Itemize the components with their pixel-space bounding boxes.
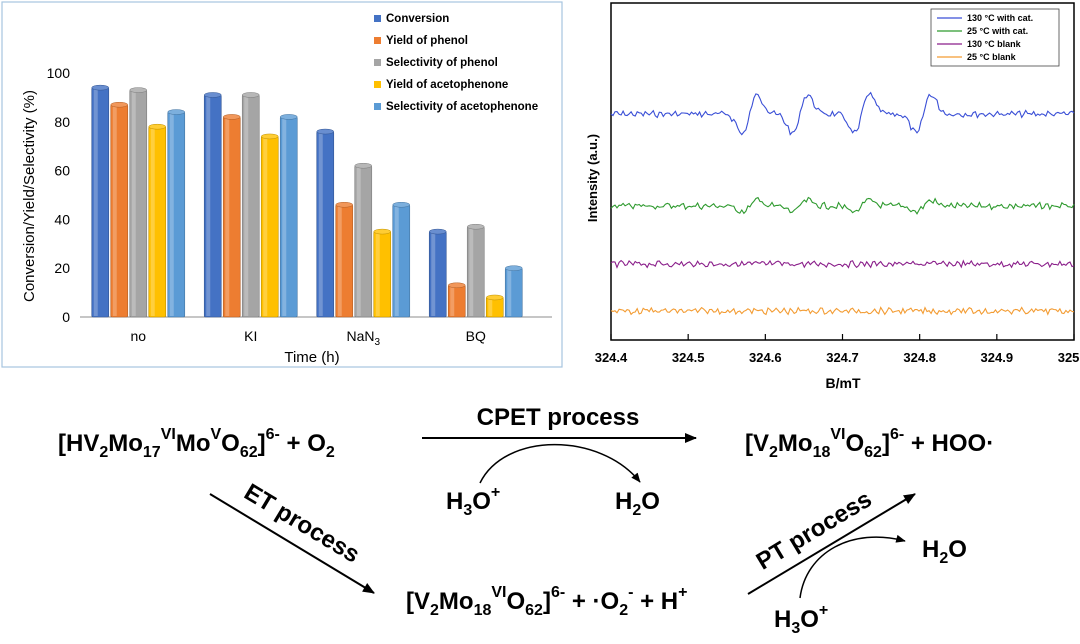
- epr-x-tick-label: 324.7: [826, 350, 859, 365]
- y-tick-label: 80: [54, 114, 70, 130]
- legend-label: Selectivity of phenol: [386, 57, 498, 69]
- y-tick-label: 0: [62, 309, 70, 325]
- legend-label: Conversion: [386, 13, 449, 25]
- legend-swatch: [374, 81, 381, 88]
- bar-highlight: [93, 88, 98, 316]
- bar-chart-x-axis-label: Time (h): [284, 349, 339, 366]
- pt-curved-arrow: [799, 534, 906, 599]
- bar-cap: [91, 84, 109, 91]
- bar-highlight: [431, 232, 436, 316]
- y-tick-label: 60: [54, 163, 70, 179]
- epr-y-axis-label: Intensity (a.u.): [585, 134, 600, 222]
- pt-arrow: [747, 493, 916, 595]
- cpet-h2o-product: H2O: [615, 488, 660, 519]
- bar-highlight: [150, 127, 155, 317]
- bar-chart-y-axis-label: Conversion/Yield/Selectivity (%): [21, 90, 38, 302]
- bar-highlight: [282, 117, 287, 316]
- bar-cap: [335, 202, 353, 208]
- bar-cap: [261, 133, 279, 140]
- epr-trace: [610, 306, 1075, 316]
- legend-swatch: [374, 59, 381, 66]
- product-formula: [V2Mo18VIO62]6- + HOO·: [745, 426, 994, 461]
- y-tick-label: 40: [54, 211, 70, 227]
- legend-label: Yield of acetophenone: [386, 79, 508, 91]
- bar-cap: [354, 162, 372, 169]
- legend-label: Yield of phenol: [386, 35, 468, 47]
- bar-cap: [316, 128, 334, 135]
- intermediate-formula: [V2Mo18VIO62]6- + ·O2- + H+: [406, 584, 687, 619]
- bar-highlight: [318, 132, 323, 316]
- epr-x-axis-label: B/mT: [826, 375, 861, 391]
- bar-highlight: [469, 227, 474, 316]
- epr-x-tick-label: 324.9: [981, 350, 1014, 365]
- pt-h3o-reagent: H3O+: [774, 602, 828, 637]
- epr-x-tick-label: 324.8: [903, 350, 936, 365]
- bar-highlight: [375, 232, 380, 316]
- bar-cap: [486, 294, 504, 301]
- pt-label: PT process: [752, 486, 877, 576]
- x-tick-label: KI: [244, 328, 257, 344]
- epr-x-tick-label: 325.0: [1058, 350, 1080, 365]
- bar-highlight: [112, 105, 117, 316]
- x-tick-label: BQ: [466, 328, 486, 344]
- epr-legend-label: 25 °C with cat.: [967, 26, 1028, 36]
- epr-trace: [610, 196, 1075, 215]
- reactant-formula: [HV2Mo17VIMoVO62]6- + O2: [58, 426, 335, 461]
- epr-legend-label: 130 °C with cat.: [967, 13, 1033, 23]
- bar-highlight: [356, 166, 361, 316]
- bar-cap: [280, 114, 298, 120]
- bar-highlight: [450, 286, 455, 316]
- bar-highlight: [206, 95, 211, 317]
- cpet-h3o-reagent: H3O+: [446, 484, 500, 519]
- bar-cap: [148, 123, 166, 130]
- cpet-label: CPET process: [477, 404, 640, 431]
- legend-label: Selectivity of acetophenone: [386, 101, 538, 113]
- y-tick-label: 20: [54, 260, 70, 276]
- bar-cap: [129, 87, 147, 93]
- bar-cap: [110, 101, 128, 108]
- bar-highlight: [263, 137, 268, 316]
- bar-cap: [242, 92, 260, 98]
- bar-cap: [167, 109, 185, 115]
- epr-trace: [610, 259, 1075, 269]
- x-tick-label: no: [130, 328, 146, 344]
- bar-highlight: [488, 298, 493, 316]
- bar-cap: [204, 92, 222, 98]
- bar-highlight: [169, 113, 174, 316]
- bar-highlight: [131, 91, 136, 316]
- legend-swatch: [374, 37, 381, 44]
- bar-highlight: [225, 117, 230, 316]
- bar-cap: [448, 282, 466, 289]
- bar-cap: [429, 228, 447, 235]
- epr-legend-label: 130 °C blank: [967, 39, 1022, 49]
- epr-x-tick-label: 324.5: [672, 350, 705, 365]
- legend-swatch: [374, 103, 381, 110]
- bar-cap: [223, 114, 241, 120]
- bar-highlight: [394, 205, 399, 316]
- x-tick-label: NaN3: [346, 328, 380, 348]
- bar-cap: [373, 228, 391, 235]
- bar-highlight: [507, 269, 512, 316]
- pt-h2o-product: H2O: [922, 536, 967, 567]
- bar-cap: [467, 223, 485, 230]
- epr-trace: [610, 91, 1075, 136]
- cpet-curved-arrow: [479, 444, 641, 484]
- legend-swatch: [374, 15, 381, 22]
- bar-cap: [392, 202, 410, 208]
- y-tick-label: 100: [47, 65, 71, 81]
- bar-highlight: [337, 205, 342, 316]
- bar-cap: [505, 265, 523, 271]
- epr-x-tick-label: 324.6: [749, 350, 782, 365]
- epr-legend-label: 25 °C blank: [967, 52, 1017, 62]
- epr-x-tick-label: 324.4: [595, 350, 628, 365]
- et-arrow: [209, 493, 375, 594]
- bar-highlight: [244, 95, 249, 317]
